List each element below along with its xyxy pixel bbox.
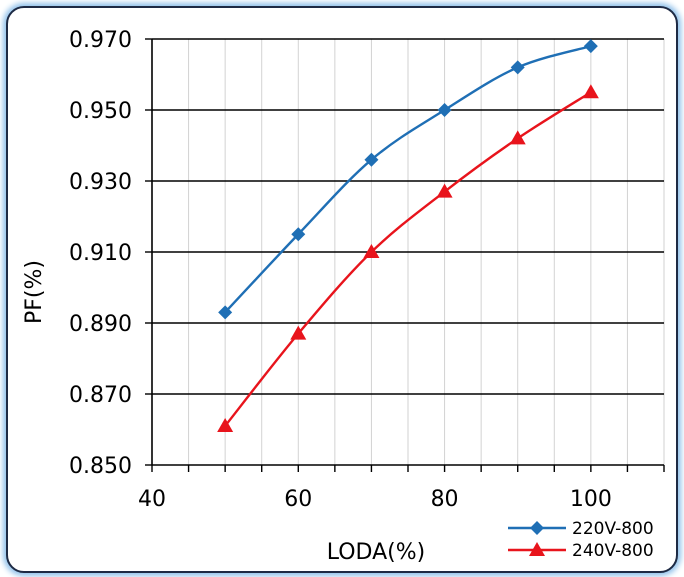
grid-layer (152, 38, 665, 465)
data-point-220V-800 (437, 103, 452, 117)
x-axis-title: LODA(%) (327, 540, 425, 565)
legend-label-220V-800: 220V-800 (572, 519, 654, 539)
y-tick-label: 0.870 (69, 383, 132, 408)
data-point-240V-800 (436, 183, 453, 198)
data-point-240V-800 (582, 84, 599, 99)
axis-layer (145, 38, 665, 472)
y-tick-label: 0.910 (69, 241, 132, 266)
data-point-220V-800 (583, 39, 598, 54)
data-point-220V-800 (291, 227, 306, 242)
data-point-240V-800 (217, 417, 234, 432)
data-point-220V-800 (364, 152, 379, 167)
data-point-240V-800 (363, 244, 380, 258)
x-tick-label: 40 (138, 487, 166, 512)
y-tick-label: 0.950 (69, 99, 132, 124)
series-layer (217, 39, 599, 432)
series-line-240V-800 (224, 91, 592, 427)
legend-marker-240V-800 (529, 542, 545, 556)
legend-marker-220V-800 (530, 521, 544, 535)
x-tick-label: 60 (284, 487, 312, 512)
y-tick-label: 0.890 (69, 312, 132, 337)
y-axis-title: PF(%) (22, 260, 47, 324)
y-tick-label: 0.850 (69, 454, 132, 479)
x-tick-label: 80 (431, 487, 459, 512)
y-tick-label: 0.970 (69, 28, 132, 53)
label-layer: 0.850 0.870 0.890 0.910 0.930 0.950 0.970 40 60 8… (22, 28, 612, 565)
chart-frame (6, 6, 678, 573)
legend-label-240V-800: 240V-800 (572, 541, 654, 561)
data-point-240V-800 (290, 325, 307, 340)
data-point-220V-800 (510, 60, 525, 75)
data-point-220V-800 (218, 305, 233, 320)
data-point-240V-800 (509, 130, 526, 145)
y-tick-label: 0.930 (69, 170, 132, 195)
x-tick-label: 100 (570, 487, 612, 512)
